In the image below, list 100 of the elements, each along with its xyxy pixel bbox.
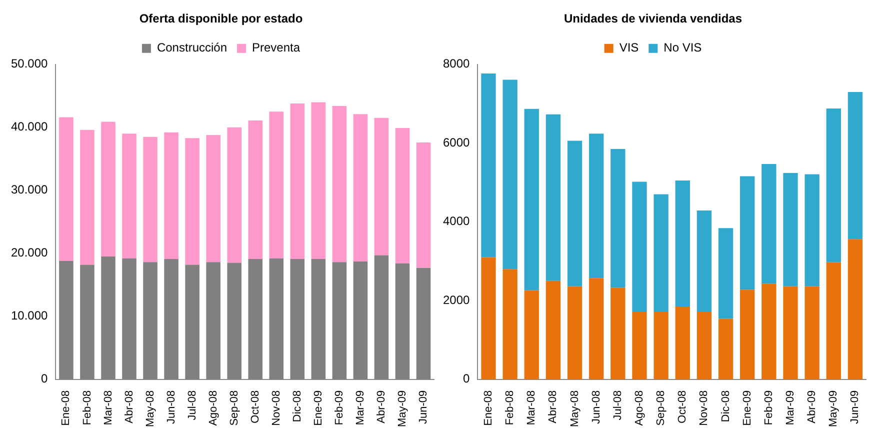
bar <box>227 127 242 263</box>
bar <box>122 134 136 258</box>
bar <box>353 114 368 262</box>
bar <box>143 136 158 262</box>
x-tick-label: May-09 <box>396 390 409 428</box>
bar <box>164 132 178 260</box>
bar <box>502 269 518 380</box>
x-tick-label: Ene-08 <box>482 390 495 426</box>
bar <box>567 140 582 286</box>
x-tick-label: Jun-09 <box>418 390 430 424</box>
x-tick-label: Mar-08 <box>526 390 538 426</box>
x-tick-label: Feb-09 <box>333 390 346 426</box>
x-tick-label: Oct-08 <box>676 390 689 424</box>
bar <box>374 118 389 256</box>
x-tick-label: Nov-08 <box>270 390 282 426</box>
x-tick-label: May-09 <box>828 390 840 428</box>
bar <box>740 290 755 380</box>
x-tick-label: Oct-08 <box>249 390 262 424</box>
x-tick-label: Ene-08 <box>60 390 72 426</box>
bar <box>481 257 496 380</box>
bar <box>59 117 74 261</box>
chart-title: Unidades de vivienda vendidas <box>564 12 742 26</box>
bar <box>675 180 690 306</box>
x-tick-label: Mar-09 <box>784 390 797 426</box>
bar <box>848 239 863 380</box>
legend-label: Preventa <box>252 40 300 55</box>
bar <box>696 210 712 312</box>
bar <box>718 228 734 319</box>
bar <box>762 284 776 380</box>
x-tick-label: Mar-09 <box>354 390 366 426</box>
bar <box>546 280 561 380</box>
x-tick-label: Feb-08 <box>504 390 516 426</box>
x-tick-label: May-08 <box>144 390 156 428</box>
x-tick-label: Sep-08 <box>655 390 668 426</box>
bar <box>206 134 220 262</box>
bar <box>80 130 94 265</box>
y-tick-label: 0 <box>41 372 48 386</box>
bar <box>546 114 561 281</box>
bar <box>481 73 496 258</box>
y-tick-label: 40.000 <box>11 120 48 134</box>
bar <box>675 306 690 380</box>
y-tick-label: 30.000 <box>11 182 48 197</box>
bar <box>654 312 668 380</box>
x-tick-label: Dic-08 <box>291 390 304 422</box>
bar <box>762 164 776 284</box>
bar <box>783 286 798 380</box>
legend-label: Construcción <box>156 40 227 55</box>
x-tick-label: Abr-08 <box>547 390 560 424</box>
x-tick-label: Jul-08 <box>612 390 624 420</box>
x-tick-label: Sep-08 <box>228 390 240 426</box>
bar <box>654 194 668 312</box>
bar <box>589 134 604 278</box>
bar <box>589 278 604 380</box>
bar <box>502 80 518 270</box>
legend-label: VIS <box>619 40 639 55</box>
y-tick-label: 8000 <box>442 56 470 71</box>
bar <box>395 128 410 264</box>
bar <box>848 92 863 240</box>
y-tick-label: 4000 <box>442 214 470 228</box>
bar <box>610 149 626 288</box>
bar <box>524 108 539 290</box>
bar <box>718 318 734 380</box>
bar <box>524 290 539 380</box>
bar <box>332 106 347 262</box>
y-tick-label: 20.000 <box>11 246 48 260</box>
y-tick-label: 2000 <box>442 292 470 307</box>
x-tick-label: Mar-08 <box>102 390 114 426</box>
bar <box>804 174 820 286</box>
x-tick-label: Jun-08 <box>590 390 602 424</box>
y-tick-label: 0 <box>463 372 470 386</box>
bar <box>311 102 326 260</box>
y-tick-label: 10.000 <box>11 308 48 323</box>
bar <box>740 176 755 290</box>
x-tick-label: Jun-09 <box>849 390 862 424</box>
legend-label: No VIS <box>664 40 702 55</box>
bar <box>826 108 841 262</box>
bar <box>248 120 263 260</box>
x-tick-label: Ago-08 <box>207 390 220 426</box>
x-tick-label: Feb-09 <box>762 390 775 426</box>
bar <box>269 112 284 258</box>
bar <box>632 182 647 312</box>
y-tick-label: 50.000 <box>11 56 48 71</box>
x-tick-label: Nov-08 <box>698 390 710 426</box>
x-tick-label: May-08 <box>568 390 581 428</box>
y-tick-label: 6000 <box>442 135 470 150</box>
bar <box>783 173 798 286</box>
x-tick-label: Abr-09 <box>375 390 388 424</box>
bar <box>696 312 712 380</box>
x-tick-label: Feb-08 <box>81 390 94 426</box>
bar <box>185 138 200 265</box>
bar <box>632 312 647 380</box>
x-tick-label: Dic-08 <box>720 390 732 422</box>
x-tick-label: Jul-08 <box>186 390 198 420</box>
x-tick-label: Abr-08 <box>123 390 136 424</box>
chart-title: Oferta disponible por estado <box>139 12 303 26</box>
x-tick-label: Ene-09 <box>741 390 754 426</box>
x-tick-label: Jun-08 <box>165 390 178 424</box>
x-tick-label: Ago-08 <box>634 390 646 426</box>
bar <box>416 142 431 268</box>
bar <box>610 288 626 380</box>
